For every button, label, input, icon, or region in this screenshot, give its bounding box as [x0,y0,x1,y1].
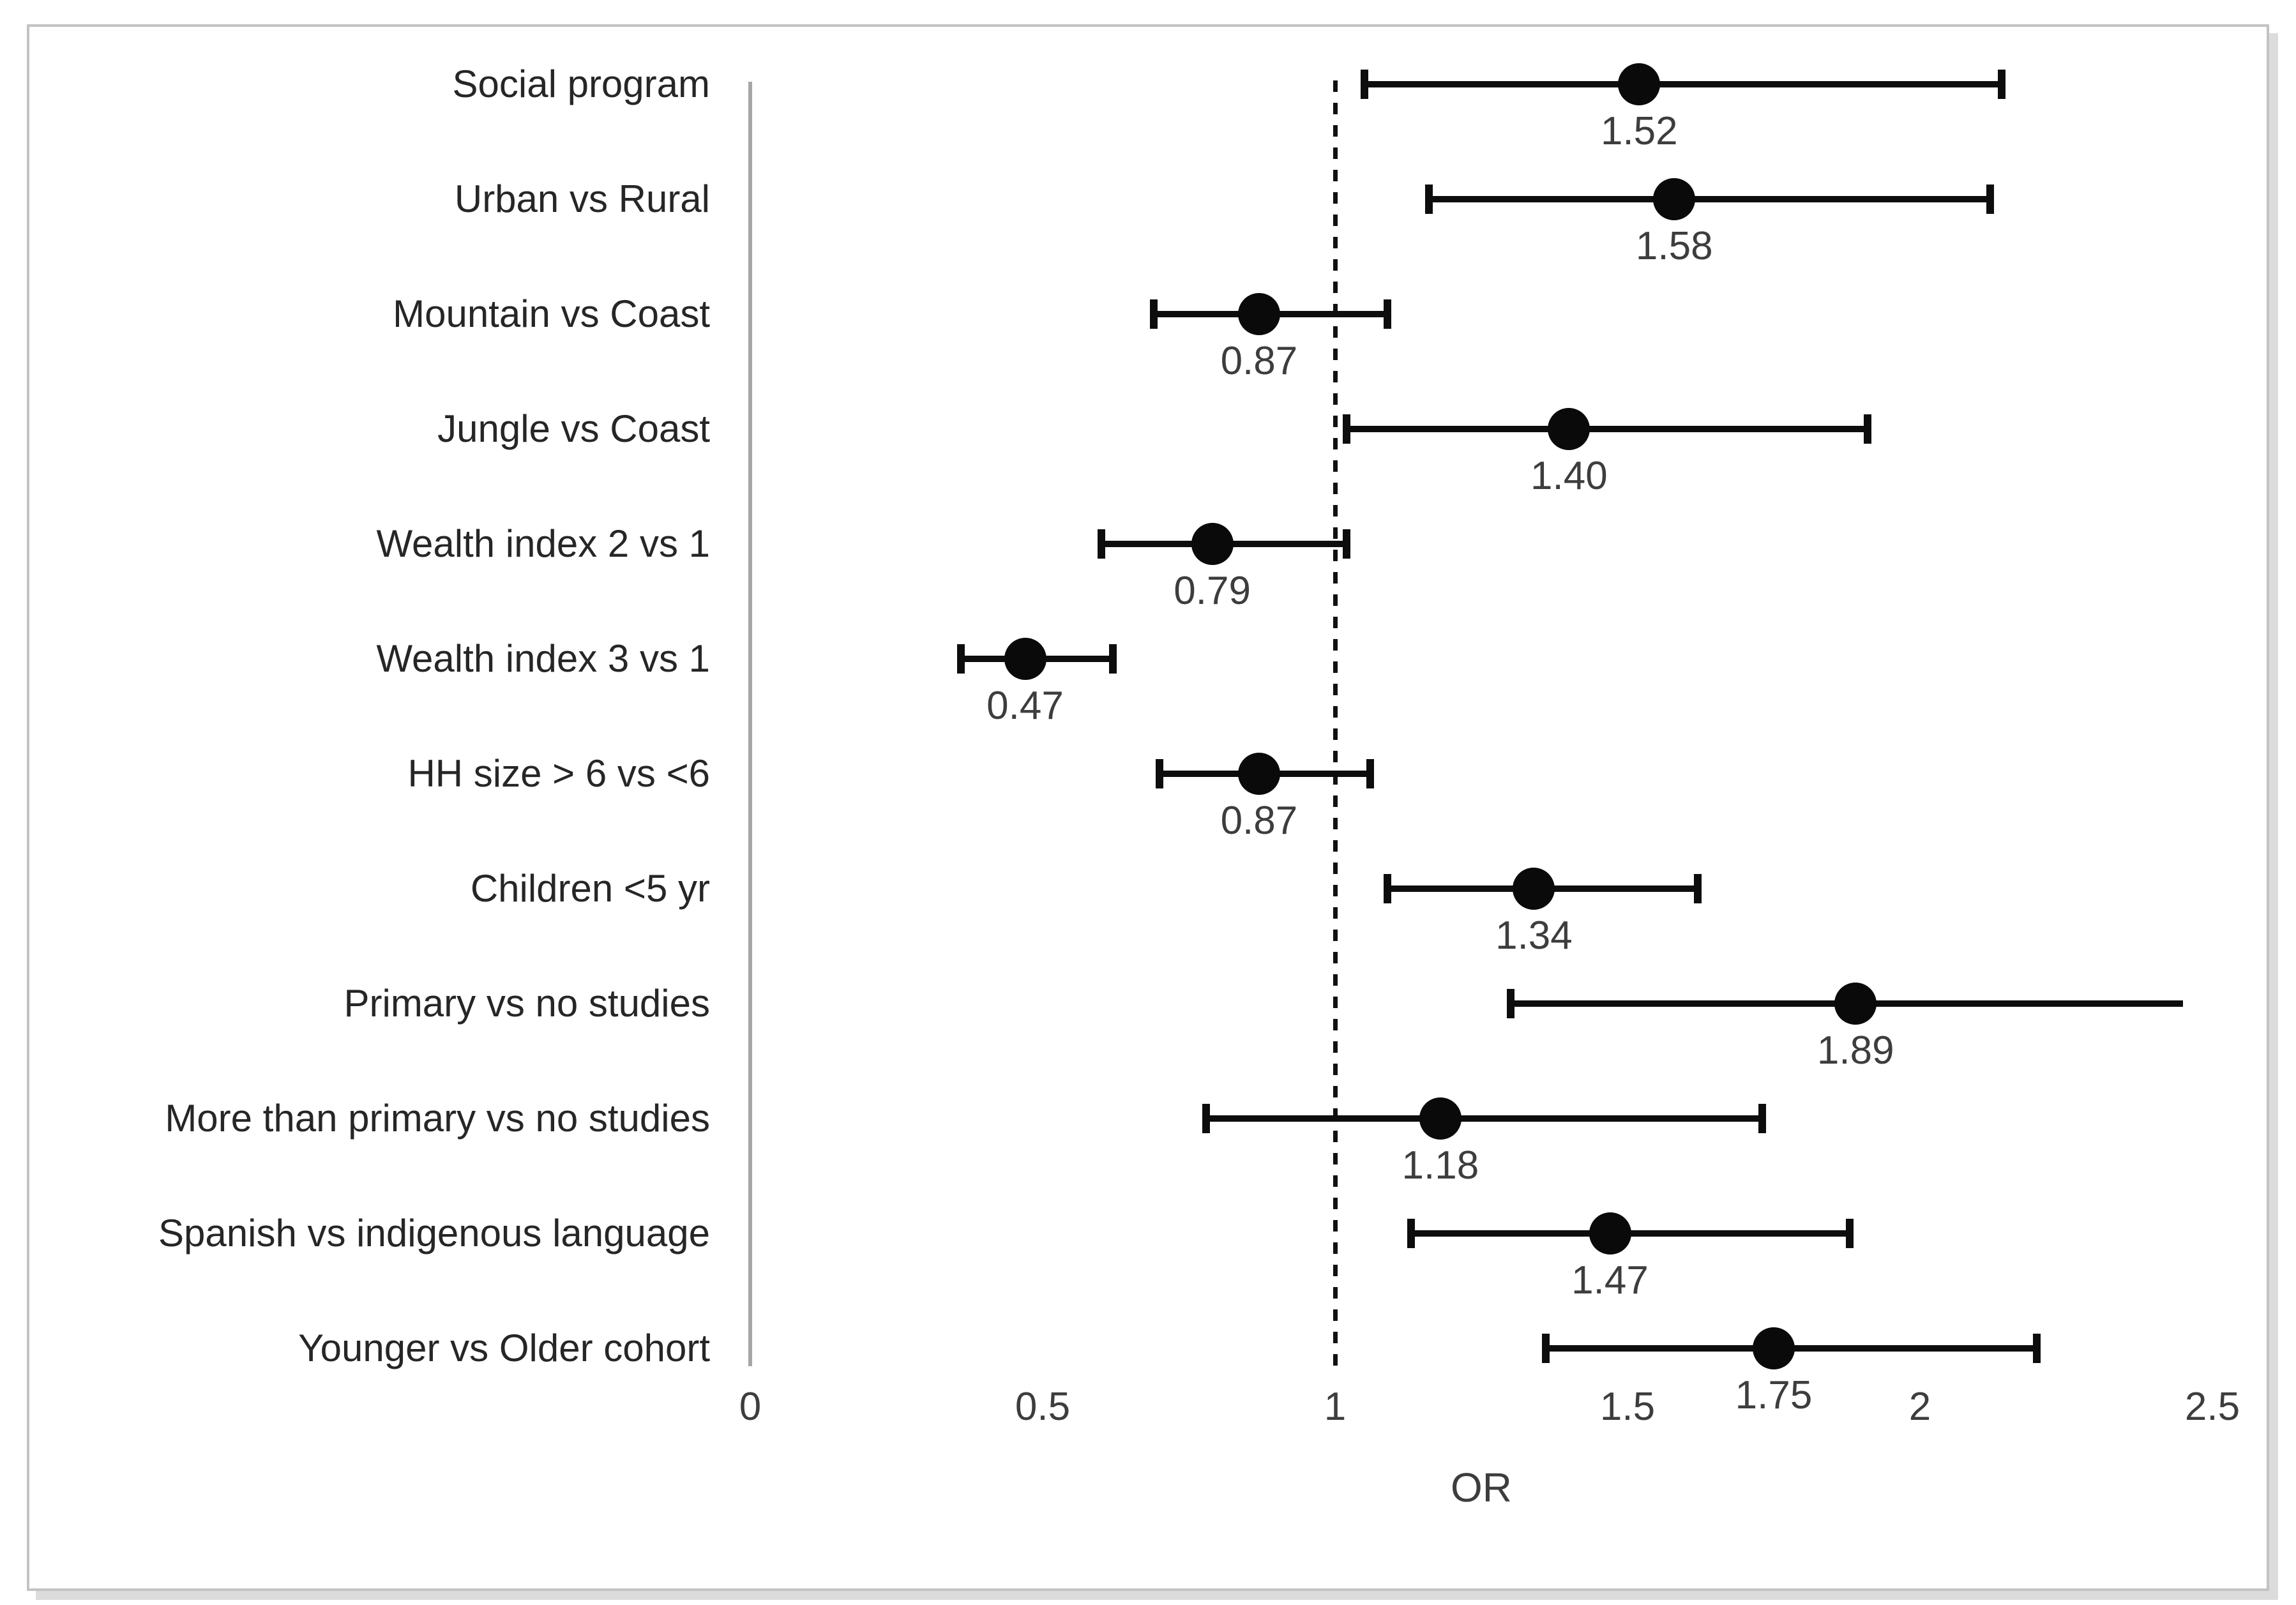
or-point-marker [1237,753,1280,795]
category-label: Spanish vs indigenous language [158,1212,710,1255]
category-label: More than primary vs no studies [165,1097,710,1140]
category-axis-line [748,82,752,1366]
ci-error-bar [1206,1115,1762,1122]
category-label: HH size > 6 vs <6 [407,752,710,795]
or-point-marker [1753,1327,1795,1369]
or-point-marker [1548,408,1590,450]
ci-cap-left [1202,1104,1211,1133]
ci-error-bar [1428,196,1990,202]
or-value-label: 1.34 [1495,914,1573,958]
or-value-label: 1.75 [1735,1373,1813,1417]
ci-cap-left [1097,529,1105,559]
or-value-label: 0.79 [1174,569,1251,613]
or-value-label: 1.40 [1530,454,1608,498]
category-label: Jungle vs Coast [437,407,710,450]
or-value-label: 1.58 [1635,224,1713,268]
or-value-label: 1.89 [1816,1029,1894,1073]
category-label: Primary vs no studies [344,982,710,1025]
category-label: Wealth index 2 vs 1 [376,522,710,565]
or-point-marker [1191,523,1234,565]
x-axis-title: OR [1451,1465,1512,1511]
category-label: Urban vs Rural [454,177,710,220]
or-point-marker [1618,63,1661,105]
ci-cap-left [1424,185,1433,214]
or-point-marker [1653,178,1696,220]
category-label: Social program [452,63,710,105]
x-tick-label: 1 [1324,1385,1347,1429]
ci-error-bar [1347,426,1868,432]
chart-frame [27,24,2269,1591]
ci-cap-right [1108,644,1117,674]
ci-cap-left [956,644,965,674]
ci-cap-left [1407,1219,1416,1248]
ci-cap-left [1384,874,1392,903]
x-tick-label: 0 [739,1385,762,1429]
ci-cap-right [1863,414,1871,444]
ci-cap-left [1506,989,1514,1018]
or-point-marker [1004,638,1046,680]
x-tick-label: 2.5 [2184,1385,2240,1429]
x-tick-label: 0.5 [1015,1385,1071,1429]
ci-cap-left [1541,1334,1550,1363]
ci-cap-right [1758,1104,1766,1133]
or-value-label: 1.52 [1600,109,1678,153]
or-point-marker [1237,293,1280,335]
or-value-label: 1.18 [1401,1143,1479,1187]
ci-cap-left [1150,299,1158,329]
or-point-marker [1419,1097,1461,1140]
ci-cap-right [1343,529,1351,559]
or-value-label: 0.47 [986,684,1064,728]
or-value-label: 1.47 [1571,1258,1649,1302]
category-label: Mountain vs Coast [393,292,710,335]
reference-line-or-1 [1333,80,1338,1374]
category-label: Younger vs Older cohort [298,1327,710,1369]
ci-cap-right [2033,1334,2041,1363]
or-point-marker [1834,983,1877,1025]
or-point-marker [1513,868,1555,910]
x-tick-label: 1.5 [1599,1385,1656,1429]
ci-cap-right [1384,299,1392,329]
ci-cap-right [1986,185,1994,214]
ci-cap-left [1343,414,1351,444]
category-label: Children <5 yr [470,867,710,910]
or-value-label: 0.87 [1220,339,1298,383]
ci-error-bar [1364,81,2002,87]
ci-cap-right [1693,874,1702,903]
category-label: Wealth index 3 vs 1 [376,637,710,680]
ci-cap-left [1156,759,1164,788]
or-point-marker [1589,1212,1631,1255]
ci-cap-left [1360,70,1368,99]
ci-cap-right [1846,1219,1854,1248]
or-value-label: 0.87 [1220,799,1298,843]
ci-cap-right [1998,70,2006,99]
ci-cap-right [1366,759,1374,788]
x-tick-label: 2 [1908,1385,1931,1429]
